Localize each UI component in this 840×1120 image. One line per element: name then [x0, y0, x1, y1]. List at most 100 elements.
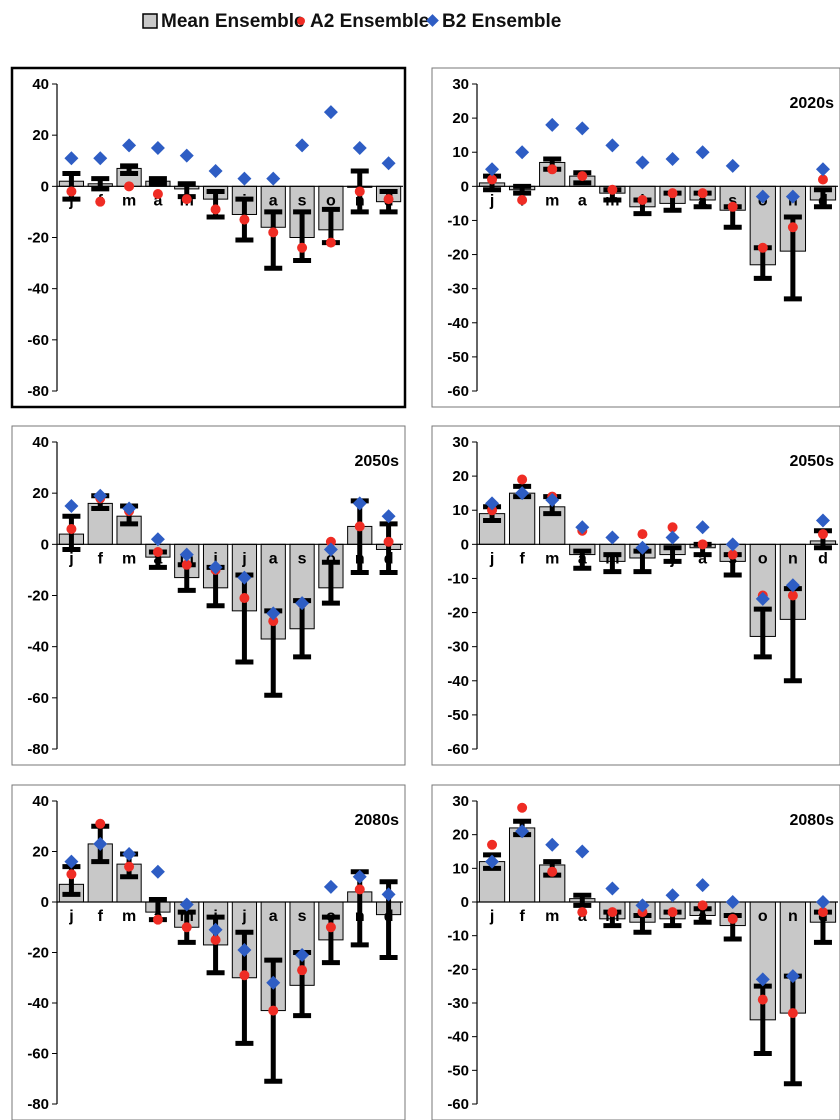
month-label: f	[98, 550, 104, 567]
a2-point	[517, 802, 528, 813]
y-tick-label: -60	[27, 690, 49, 707]
month-label: j	[669, 550, 674, 567]
a2-point	[517, 474, 528, 485]
y-tick-label: -60	[447, 741, 469, 758]
b2-point	[815, 895, 830, 909]
b2-point	[266, 975, 281, 990]
a2-point	[354, 884, 365, 895]
month-label: n	[788, 550, 798, 567]
y-tick-label: -30	[447, 639, 469, 656]
y-tick-label: -20	[27, 945, 49, 962]
b2-point	[665, 888, 680, 903]
b2-point	[755, 972, 770, 987]
a2-point	[817, 529, 828, 540]
y-tick-label: 0	[41, 536, 49, 553]
b2-point	[635, 540, 650, 555]
a2-point	[66, 869, 77, 880]
month-label: o	[758, 908, 768, 925]
y-tick-label: -20	[447, 247, 469, 264]
a2-point	[354, 521, 365, 532]
y-tick-label: -20	[447, 605, 469, 622]
b2-point	[695, 520, 710, 535]
month-label: j	[241, 550, 246, 567]
b2-point	[785, 578, 800, 593]
month-label: d	[818, 550, 828, 567]
a2-point	[487, 174, 498, 185]
a2-point	[325, 922, 336, 933]
month-label: a	[578, 550, 587, 567]
y-tick-label: 30	[452, 793, 469, 810]
month-label: o	[326, 908, 336, 925]
month-label: j	[68, 908, 73, 925]
b2-point	[179, 897, 194, 912]
b2-point	[515, 486, 530, 501]
month-label: n	[355, 908, 365, 925]
a2-point	[697, 900, 708, 911]
b2-point	[64, 854, 79, 869]
y-tick-label: 20	[452, 468, 469, 485]
y-tick-label: -30	[447, 995, 469, 1012]
a2-point	[667, 907, 678, 918]
b2-point	[208, 163, 223, 178]
month-label: m	[122, 550, 136, 567]
y-tick-label: 0	[461, 536, 469, 553]
month-label: a	[269, 192, 278, 209]
month-label: j	[639, 550, 644, 567]
month-label: f	[519, 550, 525, 567]
b2-point	[755, 591, 770, 606]
y-tick-label: 40	[32, 793, 49, 810]
month-label: o	[326, 550, 336, 567]
a2-point	[239, 593, 250, 604]
month-label: n	[355, 192, 365, 209]
month-label: m	[545, 908, 559, 925]
y-tick-label: -20	[447, 961, 469, 978]
legend-a2-marker	[297, 17, 305, 25]
a2-point	[757, 242, 768, 253]
b2-point	[665, 152, 680, 167]
a2-point	[547, 866, 558, 877]
month-label: m	[545, 550, 559, 567]
a2-point	[637, 194, 648, 205]
b2-point	[785, 189, 800, 204]
panel-frame	[10, 66, 407, 409]
month-label: d	[384, 908, 394, 925]
month-label: o	[758, 550, 768, 567]
b2-point	[665, 530, 680, 545]
month-label: d	[818, 192, 828, 209]
b2-point	[93, 151, 108, 166]
month-label: j	[489, 908, 494, 925]
a2-point	[697, 539, 708, 550]
month-label: m	[605, 192, 619, 209]
b2-point	[323, 879, 338, 894]
month-label: j	[68, 550, 73, 567]
b2-point	[150, 140, 165, 155]
a2-point	[697, 188, 708, 199]
month-label: a	[269, 550, 278, 567]
b2-point	[725, 895, 740, 909]
a2-point	[757, 994, 768, 1005]
month-label: s	[728, 192, 737, 209]
a2-point	[181, 194, 192, 205]
month-label: j	[212, 192, 217, 209]
b2-point	[295, 596, 310, 611]
panel-title: 2080s	[790, 812, 835, 829]
b2-point	[208, 922, 223, 937]
legend-b2-marker	[426, 14, 439, 27]
a2-point	[727, 549, 738, 560]
a2-point	[325, 536, 336, 547]
b2-point	[237, 942, 252, 957]
month-label: j	[212, 908, 217, 925]
a2-point	[152, 914, 163, 925]
chart-panel-4: 3020100-10-20-30-40-50-60jfmamjjasond205…	[431, 425, 840, 766]
y-tick-label: 20	[452, 110, 469, 127]
b2-point	[381, 156, 396, 171]
y-tick-label: 0	[41, 178, 49, 195]
y-tick-label: -40	[27, 995, 49, 1012]
a2-point	[325, 237, 336, 248]
b2-point	[64, 151, 79, 166]
month-label: j	[669, 192, 674, 209]
panel-title: 2080s	[355, 812, 400, 829]
a2-point	[727, 913, 738, 924]
a2-point	[383, 194, 394, 205]
chart-panel-6: 3020100-10-20-30-40-50-60jfmamjjasond208…	[431, 784, 840, 1120]
